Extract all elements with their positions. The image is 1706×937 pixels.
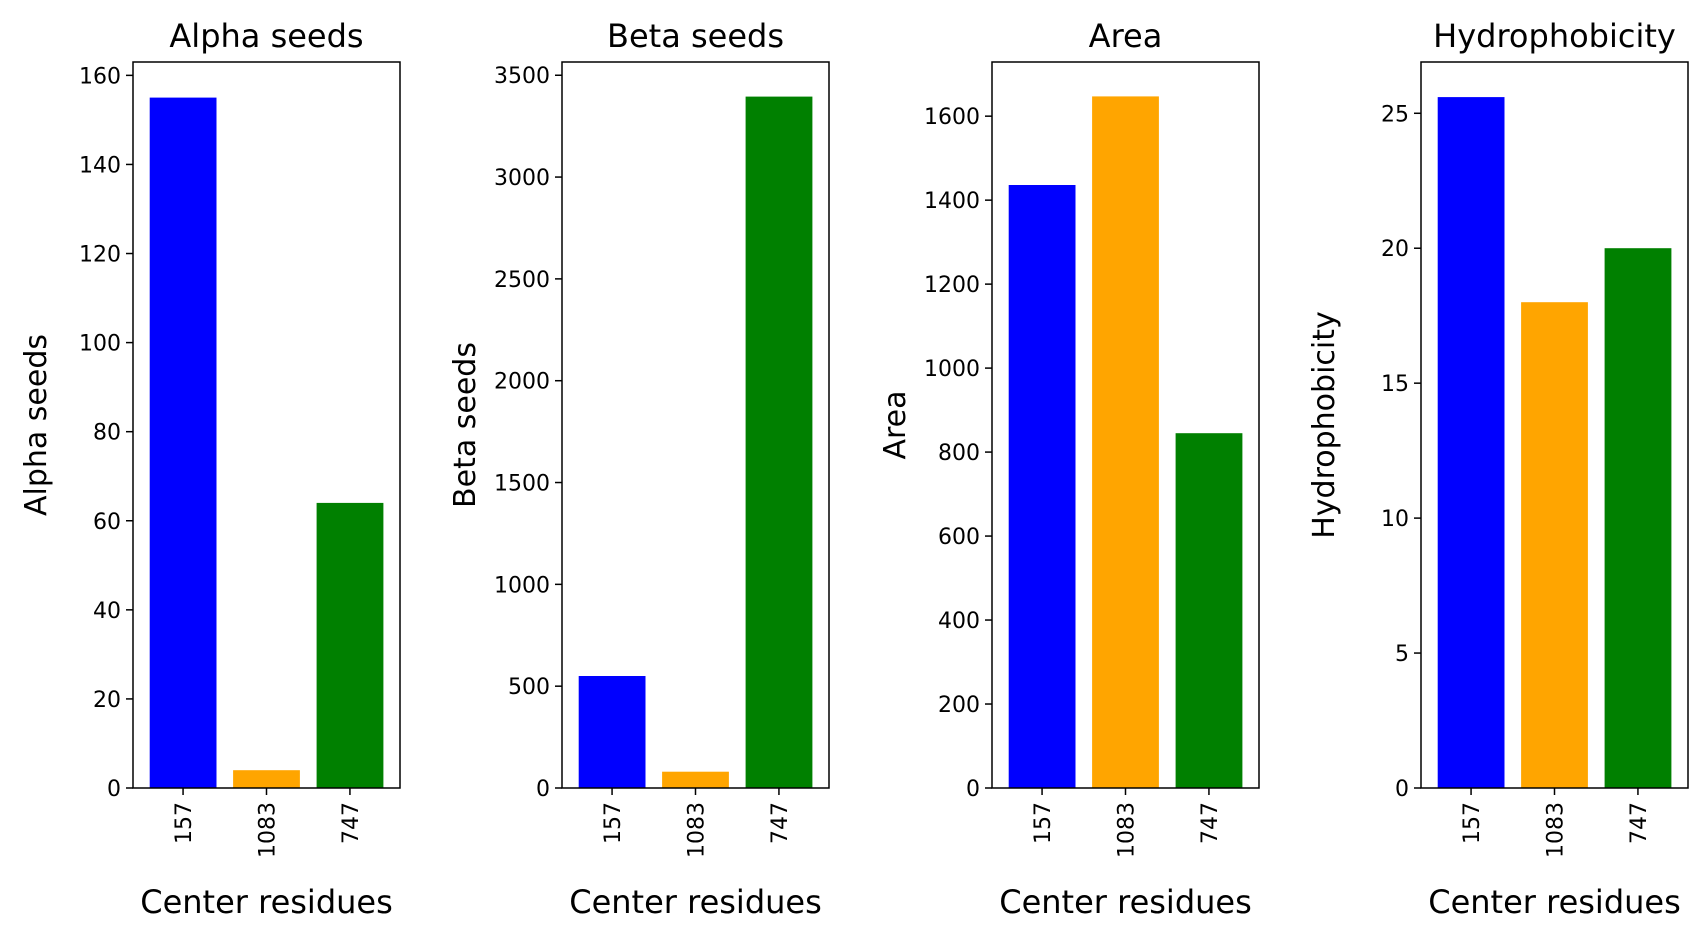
subplot-3: 157 1083 747 0 200 400 600 800 1000 1200 1400 1600 A… [878,17,1260,921]
y-tick-label: 0 [966,777,980,802]
y-tick-label: 1500 [494,472,550,497]
y-tick-label: 1600 [924,105,980,130]
y-tick-label: 800 [938,441,980,466]
y-tick-label: 500 [508,675,550,700]
x-axis-label: Center residues [569,883,822,921]
x-axis-label: Center residues [999,883,1252,921]
subplot-4: 157 1083 747 0 5 10 15 20 25 Hydrophobicity Center… [1307,17,1689,921]
bar-157 [149,97,217,789]
y-tick-label: 2000 [494,370,550,395]
bar-157 [1437,97,1505,789]
chart-title: Beta seeds [607,17,784,55]
x-tick-label: 747 [1627,802,1652,844]
chart-title: Hydrophobicity [1433,17,1676,55]
bar-157 [578,676,646,788]
y-tick-label: 0 [1395,777,1409,802]
x-axis-label: Center residues [140,883,393,921]
axes-frame [132,61,401,789]
y-tick-label: 3500 [494,64,550,89]
axes-frame [991,61,1260,789]
x-tick-label: 747 [768,802,793,844]
y-tick-label: 100 [79,332,121,357]
x-tick-label: 1083 [1115,802,1140,858]
y-tick-label: 3000 [494,166,550,191]
y-tick-label: 200 [938,693,980,718]
axes-frame [561,61,830,789]
y-tick-label: 10 [1381,507,1409,532]
bar-157 [1008,185,1076,788]
y-tick-label: 80 [93,421,121,446]
bar-747 [1175,433,1243,788]
y-tick-label: 1400 [924,189,980,214]
axes-frame [1420,61,1689,789]
x-tick-label: 157 [172,802,197,844]
x-tick-label: 157 [601,802,626,844]
chart-title: Alpha seeds [169,17,363,55]
y-axis-label: Area [878,390,913,459]
y-tick-label: 600 [938,525,980,550]
y-tick-label: 0 [107,777,121,802]
bar-747 [316,502,384,788]
y-axis-label: Beta seeds [448,342,483,508]
y-tick-label: 20 [1381,237,1409,262]
y-tick-label: 0 [536,777,550,802]
y-tick-label: 5 [1395,642,1409,667]
bar-1083 [662,771,729,788]
y-tick-label: 160 [79,64,121,89]
bar-1083 [1092,96,1159,788]
x-axis-label: Center residues [1428,883,1681,921]
y-tick-label: 20 [93,688,121,713]
y-axis-label: Alpha seeds [19,334,54,516]
chart-title: Area [1089,17,1163,55]
bar-1083 [1521,302,1588,788]
x-tick-label: 157 [1460,802,1485,844]
x-tick-label: 1083 [256,802,281,858]
y-axis-label: Hydrophobicity [1307,311,1342,539]
bar-1083 [233,770,300,788]
y-tick-label: 140 [79,153,121,178]
x-tick-label: 157 [1031,802,1056,844]
y-tick-label: 1000 [924,357,980,382]
y-tick-label: 1000 [494,573,550,598]
x-tick-label: 1083 [1544,802,1569,858]
y-tick-label: 25 [1381,102,1409,127]
x-tick-label: 1083 [685,802,710,858]
subplot-1: 157 1083 747 0 20 40 60 80 100 120 140 160 Alpha see… [19,17,401,921]
bar-747 [1604,248,1672,788]
x-tick-label: 747 [1198,802,1223,844]
y-tick-label: 1200 [924,273,980,298]
y-tick-label: 400 [938,609,980,634]
y-tick-label: 40 [93,599,121,624]
y-tick-label: 120 [79,243,121,268]
y-tick-label: 2500 [494,268,550,293]
subplot-2: 157 1083 747 0 500 1000 1500 2000 2500 3000 3500 Be… [448,17,830,921]
bar-747 [745,96,813,789]
y-tick-label: 15 [1381,372,1409,397]
y-tick-label: 60 [93,510,121,535]
x-tick-label: 747 [339,802,364,844]
